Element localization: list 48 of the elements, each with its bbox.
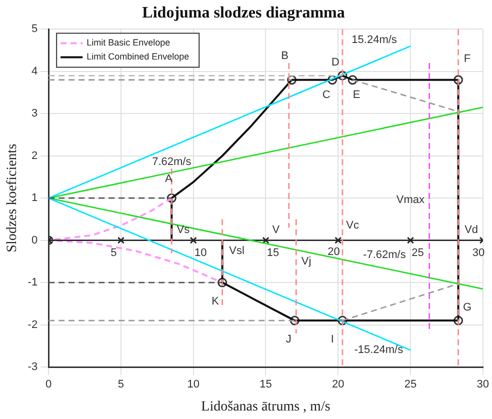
annotation: 20 bbox=[328, 246, 340, 258]
x-tick-label: 20 bbox=[332, 378, 344, 391]
legend-label: Limit Combined Envelope bbox=[86, 52, 190, 62]
x-axis-title: Lidošanas ātrums , m/s bbox=[201, 399, 330, 414]
annotation: K bbox=[212, 296, 220, 308]
chart-title: Lidojuma slodzes diagramma bbox=[142, 4, 345, 22]
annotation: D bbox=[331, 56, 340, 69]
annotation: 7.62m/s bbox=[152, 156, 192, 168]
annotation: 5 bbox=[110, 247, 117, 260]
x-tick-label: 0 bbox=[46, 378, 52, 391]
y-axis-title: Slodzes koeficients bbox=[5, 144, 20, 252]
legend-label: Limit Basic Envelope bbox=[86, 38, 170, 48]
annotation: F bbox=[464, 52, 471, 65]
annotation: 30 bbox=[472, 247, 485, 260]
annotation: Vsl bbox=[229, 244, 244, 257]
y-tick-label: 3 bbox=[31, 108, 38, 120]
annotation: Vs bbox=[176, 224, 190, 236]
annotation: 15 bbox=[266, 247, 280, 260]
annotation: B bbox=[281, 50, 288, 62]
x-tick-label: 10 bbox=[187, 378, 200, 391]
y-tick-label: -3 bbox=[28, 361, 38, 374]
annotation: A bbox=[164, 173, 173, 186]
annotation: V bbox=[272, 224, 280, 236]
annotation: Vmax bbox=[396, 194, 426, 206]
annotation: J bbox=[286, 334, 292, 346]
y-tick-label: 0 bbox=[31, 234, 38, 246]
x-tick-label: 30 bbox=[476, 378, 490, 391]
annotation: Vd bbox=[464, 224, 478, 236]
x-tick-label: 25 bbox=[404, 378, 417, 391]
annotation: 25 bbox=[412, 247, 424, 260]
y-tick-label: 4 bbox=[31, 65, 38, 78]
y-tick-label: 1 bbox=[31, 192, 38, 204]
x-tick-label: 5 bbox=[118, 378, 124, 391]
annotation: 15.24m/s bbox=[352, 34, 398, 46]
annotation: Vj bbox=[301, 255, 312, 268]
x-tick-label: 15 bbox=[260, 378, 272, 391]
y-tick-label: -1 bbox=[28, 276, 38, 289]
annotation: I bbox=[330, 334, 334, 346]
annotation: 10 bbox=[194, 247, 207, 260]
annotation: E bbox=[352, 88, 360, 101]
y-tick-label: 5 bbox=[31, 23, 38, 36]
annotation: G bbox=[462, 302, 472, 314]
y-tick-label: 2 bbox=[31, 150, 38, 162]
annotation: C bbox=[322, 88, 330, 101]
annotation: Vc bbox=[346, 220, 360, 232]
annotation: -7.62m/s bbox=[363, 249, 406, 262]
y-tick-label: -2 bbox=[28, 318, 38, 331]
annotation: -15.24m/s bbox=[354, 344, 404, 356]
